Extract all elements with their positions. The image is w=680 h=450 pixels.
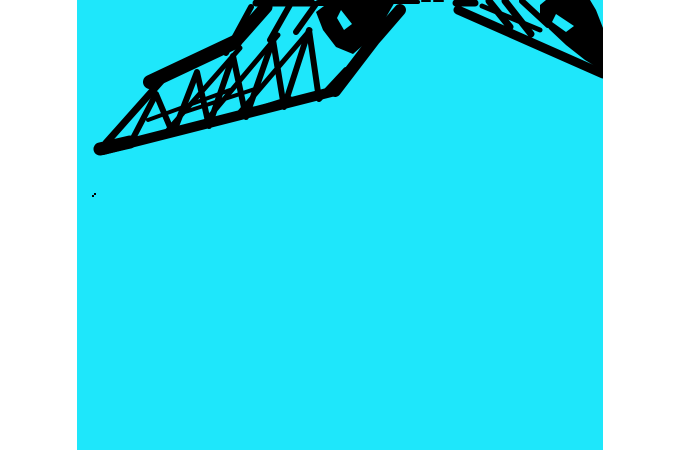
truss-member: [453, 5, 603, 79]
truss-member: [329, 4, 406, 97]
truss-member: [501, 0, 535, 38]
sky-background: [77, 0, 603, 450]
truss-member: [267, 0, 294, 43]
truss-member: [202, 32, 281, 125]
sky-hole: [548, 33, 560, 46]
truss-mass: [316, 0, 396, 54]
truss-member: [143, 35, 242, 89]
crane-structure: [92, 0, 603, 197]
sky-speck: [94, 193, 96, 195]
truss-member: [93, 135, 137, 156]
truss-member: [183, 86, 260, 114]
truss-member: [102, 75, 167, 147]
truss-member: [223, 4, 254, 56]
truss-member: [293, 1, 319, 35]
truss-member: [237, 27, 313, 115]
truss-member: [146, 88, 232, 122]
sky-speck: [92, 195, 94, 197]
sky-hole: [552, 14, 574, 32]
truss-member: [218, 96, 292, 122]
truss-member: [165, 45, 243, 133]
truss-member: [228, 0, 273, 49]
truss-member: [519, 0, 551, 28]
truss-member: [479, 3, 543, 33]
sky-hole: [337, 10, 352, 30]
